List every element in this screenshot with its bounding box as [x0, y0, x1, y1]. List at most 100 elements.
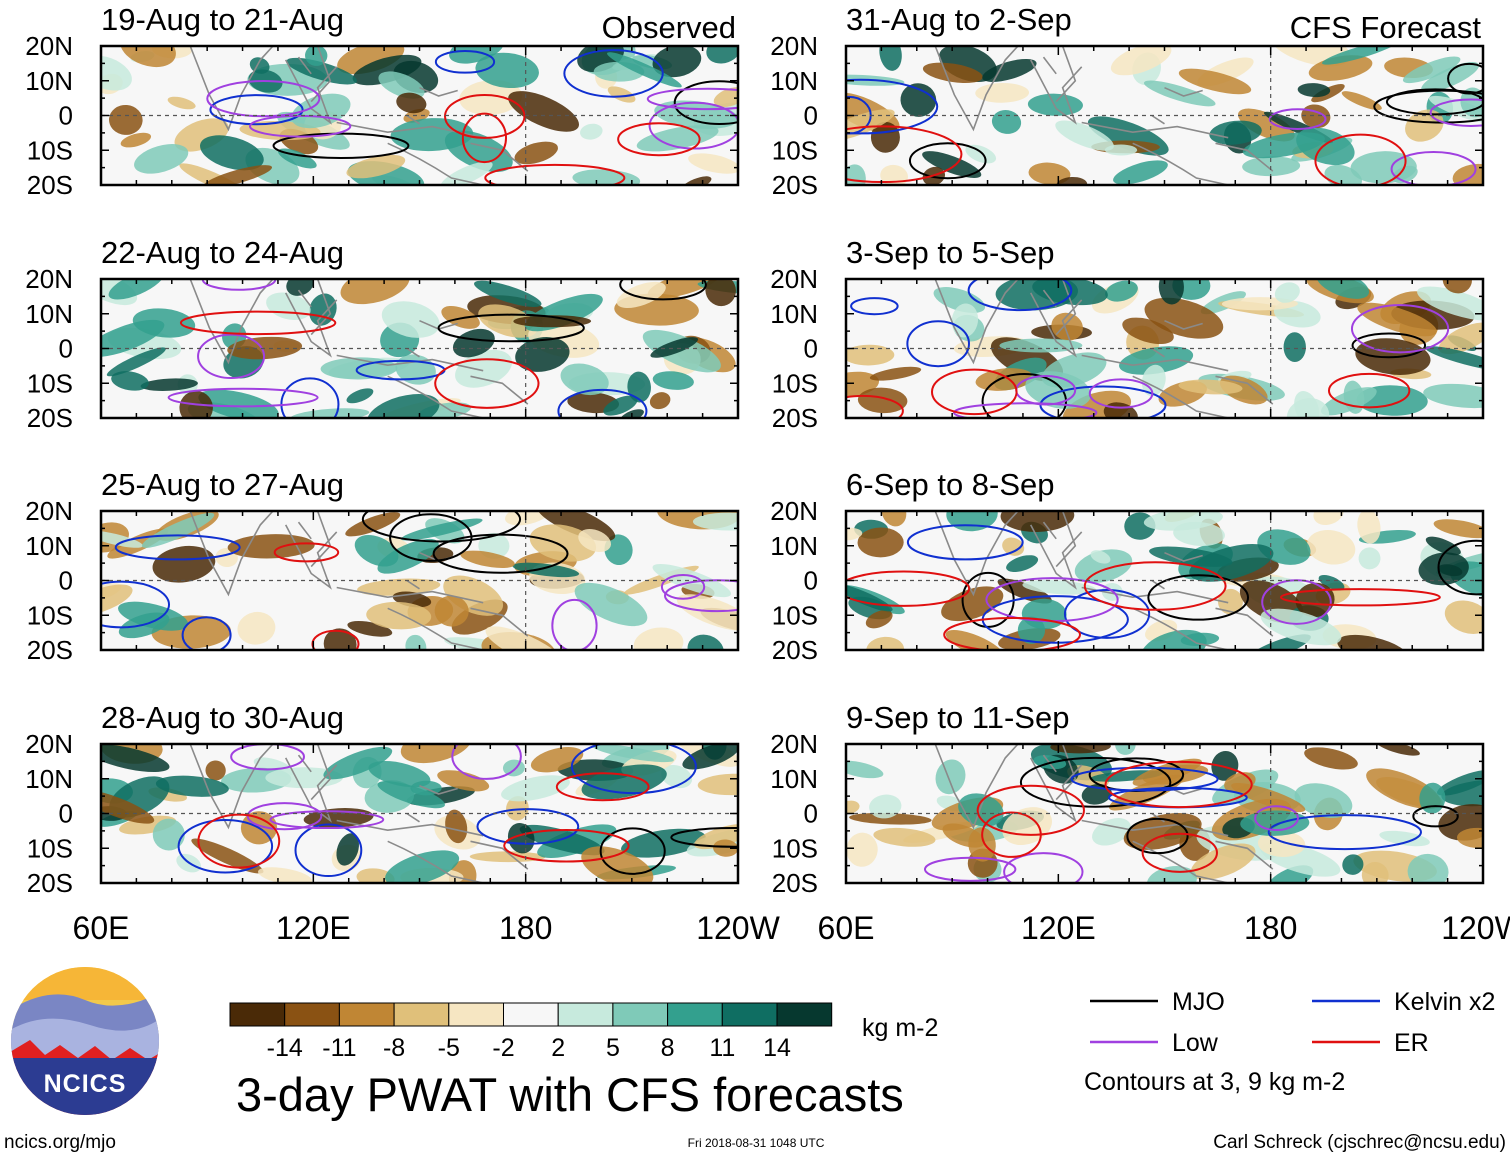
- anomaly-blob: [200, 135, 264, 171]
- anomaly-blob: [437, 770, 490, 792]
- anomaly-blob: [1417, 286, 1483, 321]
- colorbar-swatch: [721, 1002, 778, 1027]
- y-tick-label: 20N: [770, 729, 818, 759]
- anomaly-blob: [846, 800, 860, 815]
- contour-mjo: [1385, 88, 1483, 116]
- anomaly-blob: [935, 759, 966, 795]
- anomaly-blob: [607, 52, 682, 88]
- anomaly-blob: [1028, 162, 1071, 185]
- y-tick-label: 10S: [27, 600, 73, 630]
- footer-url[interactable]: ncics.org/mjo: [4, 1132, 116, 1153]
- contour-kelvin-x2: [177, 818, 274, 874]
- contours: [177, 744, 738, 878]
- contours: [206, 49, 738, 185]
- anomaly-blob: [1017, 616, 1046, 644]
- anomaly-blob: [1313, 511, 1344, 526]
- anomaly-blob: [869, 366, 922, 381]
- anomaly-blob: [1357, 302, 1437, 337]
- anomaly-blob: [900, 83, 937, 117]
- x-axis-labels: 60E 120E 180 120W 60E 120E 180 120W: [73, 910, 1510, 946]
- anomaly-blob: [118, 601, 189, 631]
- contour-low: [451, 744, 522, 780]
- anomaly-blob: [515, 337, 570, 372]
- y-tick-label: 0: [804, 101, 818, 131]
- coastline: [1132, 142, 1274, 185]
- colorbar-label: -5: [438, 1034, 460, 1062]
- coastline: [1081, 354, 1229, 372]
- colorbar-label: -8: [383, 1034, 405, 1062]
- colorbar-swatch: [776, 1002, 833, 1027]
- panel-title: 3-Sep to 5-Sep: [846, 235, 1055, 270]
- contour-mjo: [1147, 574, 1250, 621]
- contour-kelvin-x2: [557, 388, 648, 418]
- anomaly-blob: [706, 46, 738, 64]
- contour-kelvin-x2: [906, 320, 970, 368]
- coastline: [934, 511, 1019, 597]
- anomaly-blob: [1122, 317, 1174, 345]
- anomaly-blob: [975, 82, 1030, 103]
- anomaly-blob: [1320, 387, 1377, 416]
- anomaly-blob: [506, 796, 529, 821]
- anomaly-blob: [205, 760, 226, 781]
- anomaly-blob: [1178, 379, 1243, 395]
- anomaly-blob: [512, 562, 580, 578]
- anomaly-blob: [347, 620, 393, 637]
- panel: 20N 10N 0 10S 20S 9-Sep to 11-Sep: [770, 700, 1485, 898]
- coastline: [189, 744, 274, 830]
- anomaly-blob: [1245, 634, 1311, 650]
- anomaly-blob: [323, 746, 393, 780]
- panel: 20N 10N 0 10S 20S 25-Aug to 27-Aug: [25, 467, 740, 665]
- colorbar-swatch: [284, 1002, 340, 1027]
- anomaly-blob: [1342, 854, 1364, 875]
- anomaly-blob: [1119, 346, 1194, 375]
- anomaly-blob: [445, 809, 468, 844]
- coastlines: [934, 46, 1274, 185]
- anomaly-blob: [1217, 588, 1243, 615]
- coastline: [1132, 607, 1274, 650]
- y-tick-label: 20N: [25, 264, 73, 294]
- anomaly-blob: [1209, 120, 1262, 145]
- anomaly-blob: [1460, 87, 1483, 118]
- contour-low: [167, 387, 319, 408]
- contour-mjo: [670, 827, 738, 848]
- contour-kelvin-x2: [1267, 814, 1423, 851]
- contour-low: [206, 80, 321, 118]
- anomaly-blob: [109, 104, 143, 135]
- anomaly-blob: [1211, 750, 1239, 781]
- anomaly-blob: [1240, 810, 1310, 836]
- contour-kelvin-x2: [1070, 766, 1219, 792]
- y-tick-label: 0: [59, 101, 73, 131]
- anomaly-blob: [1032, 279, 1108, 306]
- contours: [923, 756, 1459, 883]
- x-tick-label: 120E: [1021, 910, 1096, 946]
- x-tick-label: 60E: [73, 910, 130, 946]
- anomaly-blob: [400, 518, 483, 541]
- coastline: [1042, 46, 1077, 103]
- anomaly-blob: [367, 393, 440, 418]
- colorbar-units: kg m-2: [862, 1014, 938, 1042]
- anomaly-blob: [1294, 783, 1353, 818]
- contour-er: [179, 310, 337, 336]
- anomaly-blob: [1358, 547, 1381, 570]
- anomaly-blob: [357, 578, 441, 596]
- anomaly-blob: [507, 822, 535, 854]
- coastline: [1151, 86, 1203, 125]
- anomaly-blob: [469, 851, 546, 863]
- anomaly-blob: [323, 628, 357, 650]
- y-tick-label: 10N: [770, 531, 818, 561]
- anomaly-blob: [1283, 332, 1306, 363]
- anomaly-blob: [1444, 600, 1483, 634]
- contour-low: [952, 402, 1098, 418]
- contour-kelvin-x2: [850, 297, 899, 316]
- coastline: [1029, 524, 1083, 590]
- anomaly-blob: [1189, 543, 1274, 582]
- contour-kelvin-x2: [294, 823, 363, 878]
- contour-mjo: [1437, 539, 1483, 596]
- anomaly-blob: [140, 378, 198, 391]
- footer-timestamp: Fri 2018-08-31 1048 UTC: [688, 1136, 825, 1150]
- logo-text: NCICS: [44, 1070, 127, 1098]
- anomaly-blob: [865, 610, 893, 629]
- coastline: [284, 59, 338, 125]
- contours: [846, 524, 1483, 650]
- anomaly-blob: [366, 601, 432, 630]
